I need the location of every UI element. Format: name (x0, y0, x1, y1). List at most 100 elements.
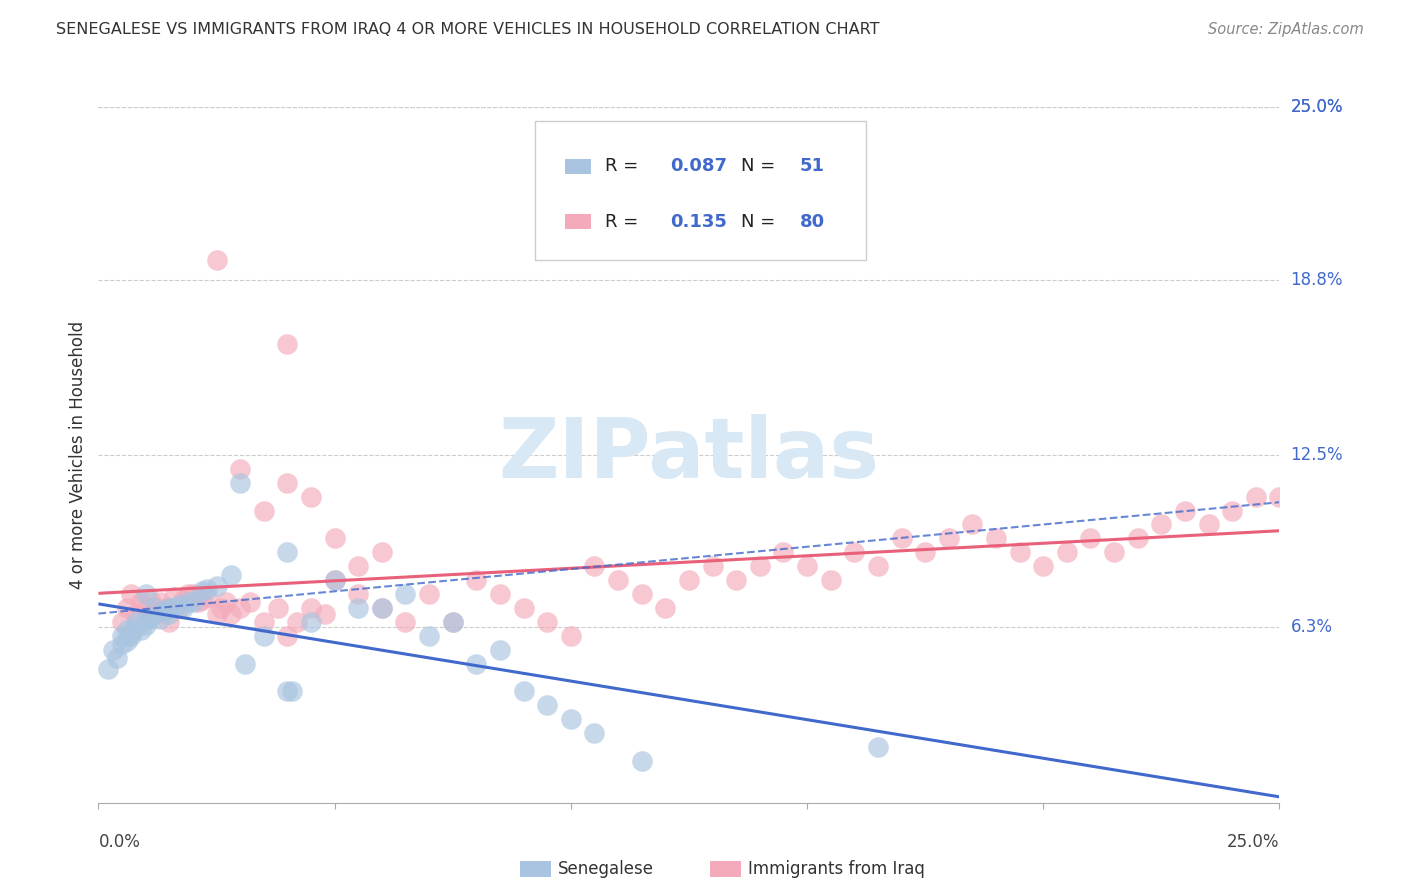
Text: 80: 80 (800, 213, 825, 231)
Text: Source: ZipAtlas.com: Source: ZipAtlas.com (1208, 22, 1364, 37)
Point (281, 684, 304, 698)
Point (125, 615, 148, 629)
Point (276, 629, 298, 643)
Point (1126, 532, 1149, 546)
Point (205, 607, 228, 621)
Point (323, 532, 346, 546)
Point (157, 601, 180, 615)
Point (866, 740, 889, 755)
Point (347, 601, 370, 615)
Point (135, 617, 157, 632)
FancyBboxPatch shape (536, 121, 866, 260)
Point (239, 595, 262, 609)
Point (101, 642, 124, 657)
Point (253, 629, 276, 643)
Point (191, 592, 214, 607)
Point (323, 573, 346, 587)
Point (143, 607, 166, 621)
Text: SENEGALESE VS IMMIGRANTS FROM IRAQ 4 OR MORE VEHICLES IN HOUSEHOLD CORRELATION C: SENEGALESE VS IMMIGRANTS FROM IRAQ 4 OR … (56, 22, 880, 37)
Text: 0.087: 0.087 (671, 157, 727, 175)
Point (276, 545, 298, 559)
Point (129, 595, 152, 609)
Point (115, 624, 138, 638)
Point (1198, 517, 1220, 532)
Point (725, 573, 748, 587)
Point (205, 579, 228, 593)
Point (143, 601, 166, 615)
Point (866, 559, 889, 574)
Text: R =: R = (605, 157, 644, 175)
Point (195, 590, 218, 604)
Point (938, 532, 960, 546)
Point (139, 592, 162, 607)
Point (157, 607, 180, 621)
Point (890, 532, 912, 546)
Point (1174, 503, 1197, 517)
Point (323, 573, 346, 587)
Point (121, 587, 143, 601)
Point (1056, 545, 1078, 559)
Point (371, 601, 394, 615)
FancyBboxPatch shape (565, 214, 591, 229)
Text: Senegalese: Senegalese (558, 860, 654, 878)
Point (191, 584, 214, 599)
Point (149, 595, 172, 609)
Point (267, 601, 290, 615)
Point (465, 573, 488, 587)
Point (253, 615, 276, 629)
Point (177, 595, 200, 609)
Point (233, 657, 256, 671)
Point (962, 517, 984, 532)
Point (105, 651, 128, 665)
Point (394, 615, 416, 629)
Point (205, 253, 228, 268)
Text: 51: 51 (800, 157, 825, 175)
Point (215, 595, 238, 609)
FancyBboxPatch shape (565, 159, 591, 174)
Text: 18.8%: 18.8% (1291, 270, 1343, 289)
Point (285, 615, 308, 629)
Point (441, 615, 464, 629)
Point (536, 698, 558, 713)
Point (163, 601, 186, 615)
Point (583, 726, 606, 740)
Point (772, 545, 794, 559)
Point (512, 684, 534, 698)
Point (560, 712, 582, 726)
Point (163, 590, 186, 604)
Point (1220, 503, 1243, 517)
Point (347, 587, 370, 601)
Text: 0.135: 0.135 (671, 213, 727, 231)
Point (512, 601, 534, 615)
Y-axis label: 4 or more Vehicles in Household: 4 or more Vehicles in Household (69, 321, 87, 589)
Text: 25.0%: 25.0% (1291, 98, 1343, 116)
Text: N =: N = (741, 157, 780, 175)
Point (630, 587, 652, 601)
Point (489, 587, 512, 601)
Point (418, 629, 440, 643)
Text: 6.3%: 6.3% (1291, 618, 1333, 637)
Point (984, 532, 1007, 546)
Point (489, 642, 512, 657)
Point (139, 612, 162, 626)
Text: Immigrants from Iraq: Immigrants from Iraq (748, 860, 925, 878)
Point (394, 587, 416, 601)
Point (418, 587, 440, 601)
Point (465, 657, 488, 671)
Point (1268, 490, 1291, 504)
Text: 0.0%: 0.0% (98, 833, 141, 851)
Point (219, 567, 242, 582)
Text: ZIPatlas: ZIPatlas (499, 415, 879, 495)
Point (1008, 545, 1031, 559)
Point (276, 336, 298, 351)
Point (748, 559, 770, 574)
Point (111, 637, 134, 651)
Point (371, 601, 394, 615)
Point (219, 607, 242, 621)
Point (347, 559, 370, 574)
Point (111, 629, 134, 643)
Point (299, 615, 322, 629)
Point (796, 559, 818, 574)
Point (149, 612, 172, 626)
Text: 25.0%: 25.0% (1227, 833, 1279, 851)
